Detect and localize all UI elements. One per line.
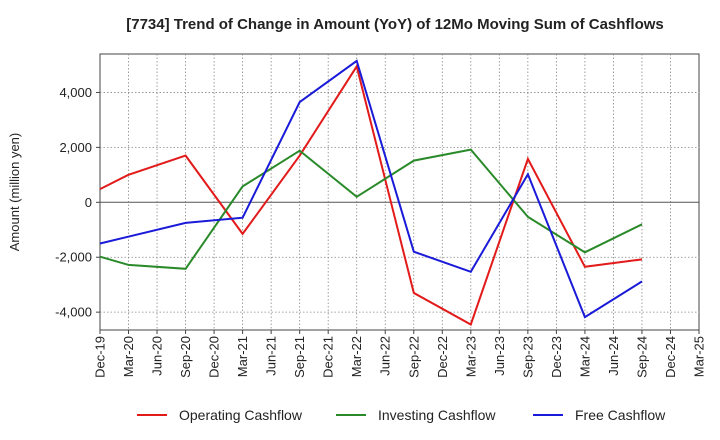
x-tick-label: Mar-23 [463,336,478,377]
y-tick-label: 4,000 [59,85,92,100]
grid-lines [100,54,699,330]
operating-cashflow-line [99,63,643,326]
x-tick-label: Mar-22 [349,336,364,377]
x-tick-label: Jun-20 [150,336,165,376]
x-tick-label: Jun-23 [492,336,507,376]
y-axis-ticks: -4,000 -2,000 0 2,000 4,000 [55,85,100,320]
legend: Operating Cashflow Investing Cashflow Free… [137,407,666,423]
plot-area [99,53,700,331]
y-tick-label: -4,000 [55,305,92,320]
x-tick-label: Dec-23 [549,336,564,378]
x-tick-label: Dec-24 [663,336,678,378]
x-tick-label: Jun-22 [378,336,393,376]
x-tick-label: Jun-21 [264,336,279,376]
x-tick-label: Mar-20 [121,336,136,377]
y-axis-label: Amount (million yen) [7,133,22,252]
x-axis-ticks: Dec-19 Mar-20 Jun-20 Sep-20 Dec-20 Mar-21 Jun-… [93,330,707,378]
y-tick-label: -2,000 [55,250,92,265]
free-cashflow-line [99,59,643,319]
x-tick-label: Sep-23 [520,336,535,378]
legend-label-free-cashflow: Free Cashflow [575,407,666,423]
x-tick-label: Mar-24 [577,336,592,377]
x-tick-label: Sep-20 [178,336,193,378]
series-lines [99,59,643,326]
x-tick-label: Jun-24 [606,336,621,376]
legend-label-operating-cashflow: Operating Cashflow [179,407,303,423]
x-tick-label: Dec-21 [321,336,336,378]
investing-cashflow-line [99,148,643,270]
x-tick-label: Mar-25 [692,336,707,377]
chart-title: [7734] Trend of Change in Amount (YoY) o… [126,16,664,33]
x-tick-label: Dec-20 [207,336,222,378]
x-tick-label: Sep-21 [292,336,307,378]
y-tick-label: 0 [85,195,92,210]
legend-label-investing-cashflow: Investing Cashflow [378,407,496,423]
x-tick-label: Dec-22 [435,336,450,378]
x-tick-label: Mar-21 [235,336,250,377]
x-tick-label: Dec-19 [93,336,108,378]
x-tick-label: Sep-22 [406,336,421,378]
x-tick-label: Sep-24 [634,336,649,378]
y-tick-label: 2,000 [59,140,92,155]
